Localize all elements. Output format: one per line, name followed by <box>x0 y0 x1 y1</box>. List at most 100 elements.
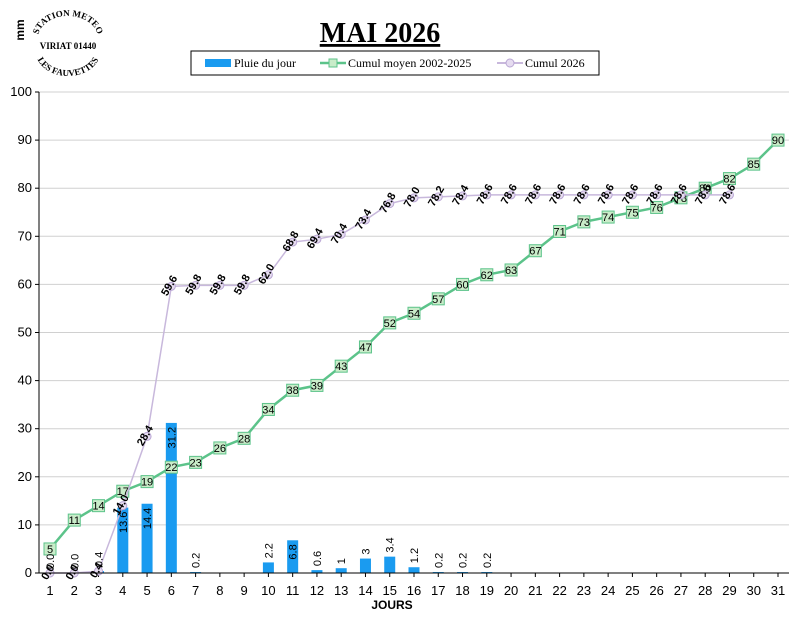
chart-title: MAI 2026 <box>320 18 441 49</box>
rain-bar-label: 13.6 <box>118 512 130 533</box>
cumul-point-label: 62.0 <box>256 262 277 287</box>
average-point <box>140 475 154 489</box>
y-tick-label: 10 <box>18 517 32 532</box>
cumul-point <box>676 190 686 200</box>
x-tick-label: 13 <box>334 583 348 598</box>
average-point <box>480 268 494 282</box>
cumul-point <box>652 190 662 200</box>
station-logo: STATION METEO VIRIAT 01440 LES FAUVETTES <box>31 8 106 78</box>
average-point-label: 82 <box>723 174 735 186</box>
average-point-label: 62 <box>481 270 493 282</box>
average-point-label: 60 <box>456 279 468 291</box>
average-point <box>286 383 300 397</box>
y-tick-label: 70 <box>18 228 32 243</box>
rain-bar <box>408 567 420 573</box>
x-tick-label: 6 <box>168 583 175 598</box>
y-tick-label: 90 <box>18 132 32 147</box>
legend-label-rain: Pluie du jour <box>234 56 296 70</box>
average-point <box>164 460 178 474</box>
x-tick-label: 14 <box>358 583 372 598</box>
average-point-label: 71 <box>553 226 565 238</box>
cumul-point <box>579 190 589 200</box>
average-point <box>334 359 348 373</box>
average-point-label: 14 <box>92 501 104 513</box>
average-point-label: 47 <box>359 342 371 354</box>
average-point <box>213 441 227 455</box>
average-point-label: 5 <box>47 544 53 556</box>
cumul-point <box>700 190 710 200</box>
rain-bar-label: 0.2 <box>191 553 203 568</box>
cumul-point <box>336 229 346 239</box>
cumul-point <box>603 190 613 200</box>
y-tick-label: 0 <box>25 565 32 580</box>
average-point <box>747 157 761 171</box>
rain-bar <box>335 568 347 573</box>
legend-label-cumul: Cumul 2026 <box>525 56 585 70</box>
average-point-label: 22 <box>165 462 177 474</box>
cumul-point-label: 28.4 <box>135 423 157 448</box>
cumul-point <box>118 501 128 511</box>
average-point <box>771 133 785 147</box>
average-point-label: 57 <box>432 294 444 306</box>
x-tick-label: 7 <box>192 583 199 598</box>
rain-bar-label: 31.2 <box>166 427 178 448</box>
rain-bar <box>359 558 371 573</box>
x-tick-label: 22 <box>552 583 566 598</box>
cumul-point <box>263 270 273 280</box>
logo-top-text: STATION METEO <box>31 8 106 35</box>
rain-bar-label: 0.6 <box>312 551 324 566</box>
logo-bottom-text: LES FAUVETTES <box>36 55 101 78</box>
rain-bar <box>384 556 396 573</box>
rain-bar-label: 3.4 <box>385 537 397 552</box>
average-point <box>310 378 324 392</box>
cumul-point <box>312 234 322 244</box>
x-tick-label: 29 <box>722 583 736 598</box>
legend-swatch-rain <box>205 59 231 67</box>
average-point <box>504 263 518 277</box>
average-point-label: 54 <box>408 308 420 320</box>
x-tick-label: 9 <box>241 583 248 598</box>
average-point-label: 85 <box>748 159 760 171</box>
average-point <box>43 542 57 556</box>
cumul-point <box>482 190 492 200</box>
average-point <box>237 431 251 445</box>
x-tick-label: 1 <box>46 583 53 598</box>
average-point-label: 74 <box>602 212 614 224</box>
rain-bar <box>117 507 129 573</box>
cumul-point-label: 73.4 <box>353 206 375 231</box>
average-point-label: 63 <box>505 265 517 277</box>
average-point <box>625 205 639 219</box>
cumul-point <box>191 280 201 290</box>
rain-bar-labels: 0.0 0.0 0.4 13.6 14.4 31.2 0.2 2.2 6.8 0.6 1 3 3.4 1.… <box>45 427 494 569</box>
average-point-label: 76 <box>651 202 663 214</box>
cumul-point <box>555 190 565 200</box>
average-point-label: 26 <box>214 443 226 455</box>
cumul-point <box>385 199 395 209</box>
legend: Pluie du jour Cumul moyen 2002-2025 Cumu… <box>190 50 600 76</box>
average-point-label: 19 <box>141 477 153 489</box>
cumul-point <box>239 280 249 290</box>
cumul-point <box>288 237 298 247</box>
cumul-point <box>433 192 443 202</box>
average-point <box>358 340 372 354</box>
rain-bar-label: 6.8 <box>288 544 300 559</box>
cumul-point <box>409 193 419 203</box>
rain-bar-label: 0.0 <box>45 554 57 569</box>
cumul-point <box>360 215 370 225</box>
y-tick-label: 100 <box>10 84 32 99</box>
average-point-label: 67 <box>529 246 541 258</box>
average-point <box>553 224 567 238</box>
x-tick-label: 18 <box>455 583 469 598</box>
x-tick-label: 28 <box>698 583 712 598</box>
average-point-label: 43 <box>335 361 347 373</box>
average-point-label: 75 <box>626 207 638 219</box>
x-tick-label: 10 <box>261 583 275 598</box>
logo-middle-text: VIRIAT 01440 <box>40 41 97 51</box>
average-point-label: 38 <box>287 385 299 397</box>
rain-bar-label: 1 <box>336 558 348 564</box>
x-tick-label: 12 <box>310 583 324 598</box>
average-point <box>189 455 203 469</box>
average-point <box>456 277 470 291</box>
